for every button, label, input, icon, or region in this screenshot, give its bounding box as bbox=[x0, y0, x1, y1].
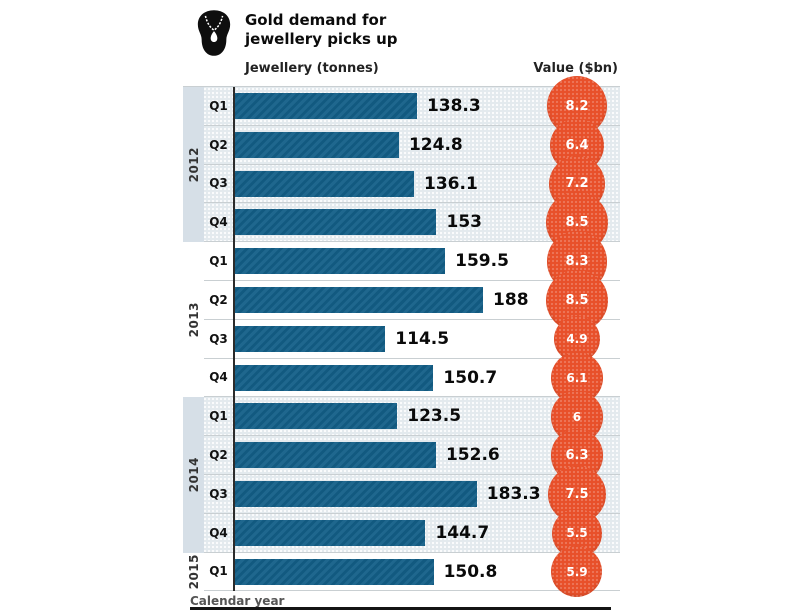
quarter-label: Q1 bbox=[209, 409, 228, 424]
year-label: 2012 bbox=[186, 146, 201, 183]
tonnes-value-label: 150.7 bbox=[443, 367, 498, 388]
bar-row: Q1 150.8 bbox=[204, 553, 620, 592]
quarter-label: Q4 bbox=[209, 370, 228, 385]
tonnes-value-label: 183.3 bbox=[486, 483, 541, 504]
quarter-label: Q1 bbox=[209, 564, 228, 579]
quarter-label: Q1 bbox=[209, 98, 228, 113]
bar-row: Q1 123.5 bbox=[204, 397, 620, 437]
year-cell-2015: 2015 bbox=[183, 553, 204, 592]
tonnes-bar bbox=[233, 248, 446, 275]
tonnes-value-label: 144.7 bbox=[435, 522, 490, 543]
tonnes-bar bbox=[233, 519, 426, 546]
quarter-label: Q2 bbox=[209, 137, 228, 152]
plot-area: 2012 Q1 138.3 Q2 124.8 Q3 136.1 Q4 153 2013 Q1 159.… bbox=[183, 76, 620, 598]
bar-row: Q3 183.3 bbox=[204, 475, 620, 514]
year-group-2012: 2012 Q1 138.3 Q2 124.8 Q3 136.1 Q4 153 bbox=[183, 87, 620, 243]
tonnes-bar bbox=[233, 442, 436, 469]
year-cell-2014: 2014 bbox=[183, 397, 204, 553]
tonnes-value-label: 114.5 bbox=[395, 328, 450, 349]
tonnes-bar bbox=[233, 93, 417, 119]
year-group-2013: 2013 Q1 159.5 Q2 188 Q3 114.5 Q4 150.7 bbox=[183, 242, 620, 398]
bar-row: Q3 136.1 bbox=[204, 165, 620, 204]
year-cell-2012: 2012 bbox=[183, 87, 204, 243]
bar-row: Q1 138.3 bbox=[204, 87, 620, 126]
tonnes-value-label: 152.6 bbox=[445, 445, 500, 466]
bar-row: Q2 124.8 bbox=[204, 126, 620, 165]
bar-row: Q4 150.7 bbox=[204, 359, 620, 398]
tonnes-value-label: 123.5 bbox=[407, 406, 462, 427]
quarter-label: Q4 bbox=[209, 215, 228, 230]
bottom-rule bbox=[190, 607, 611, 610]
bar-row: Q1 159.5 bbox=[204, 242, 620, 281]
tonnes-value-label: 124.8 bbox=[408, 134, 463, 155]
tonnes-value-label: 136.1 bbox=[424, 173, 478, 194]
tonnes-value-label: 188 bbox=[493, 289, 529, 310]
tonnes-bar bbox=[233, 325, 386, 352]
quarter-label: Q2 bbox=[209, 448, 228, 463]
year-label: 2014 bbox=[186, 457, 201, 493]
quarter-label: Q2 bbox=[209, 292, 228, 307]
chart-title-line2: jewellery picks up bbox=[245, 30, 398, 48]
calendar-year-note: Calendar year bbox=[190, 594, 285, 608]
chart-header: Gold demand for jewellery picks up Jewel… bbox=[183, 5, 620, 86]
chart-title: Gold demand for jewellery picks up bbox=[245, 11, 398, 49]
tonnes-bar bbox=[233, 209, 437, 236]
tonnes-bar bbox=[233, 170, 414, 197]
year-label: 2013 bbox=[186, 302, 201, 338]
tonnes-value-label: 150.8 bbox=[443, 561, 498, 582]
tonnes-value-label: 159.5 bbox=[455, 251, 509, 272]
tonnes-bar bbox=[233, 558, 434, 585]
year-cell-2013: 2013 bbox=[183, 242, 204, 397]
quarter-label: Q1 bbox=[209, 254, 228, 269]
primary-axis-label: Jewellery (tonnes) bbox=[245, 61, 379, 76]
chart-title-line1: Gold demand for bbox=[245, 11, 387, 29]
tonnes-bar bbox=[233, 403, 398, 430]
quarter-label: Q3 bbox=[209, 486, 228, 501]
bar-row: Q2 152.6 bbox=[204, 436, 620, 475]
tonnes-bar bbox=[233, 364, 434, 391]
year-group-2014: 2014 Q1 123.5 Q2 152.6 Q3 183.3 Q4 144.7 bbox=[183, 397, 620, 553]
bar-row: Q2 188 bbox=[204, 281, 620, 320]
year-label: 2015 bbox=[186, 554, 201, 590]
vertical-axis-line bbox=[233, 87, 235, 592]
tonnes-bar bbox=[233, 286, 484, 313]
quarter-label: Q3 bbox=[209, 331, 228, 346]
bar-row: Q3 114.5 bbox=[204, 320, 620, 359]
tonnes-value-label: 153 bbox=[446, 212, 482, 233]
bar-row: Q4 153 bbox=[204, 203, 620, 243]
tonnes-value-label: 138.3 bbox=[426, 96, 481, 116]
quarter-label: Q4 bbox=[209, 525, 228, 540]
bar-row: Q4 144.7 bbox=[204, 514, 620, 553]
year-group-2015: 2015 Q1 150.8 bbox=[183, 553, 620, 592]
necklace-icon bbox=[195, 9, 233, 61]
tonnes-bar bbox=[233, 131, 399, 158]
quarter-label: Q3 bbox=[209, 176, 228, 191]
secondary-axis-label: Value ($bn) bbox=[533, 61, 618, 76]
tonnes-bar bbox=[233, 480, 477, 507]
gold-demand-infographic: Gold demand for jewellery picks up Jewel… bbox=[183, 5, 620, 611]
